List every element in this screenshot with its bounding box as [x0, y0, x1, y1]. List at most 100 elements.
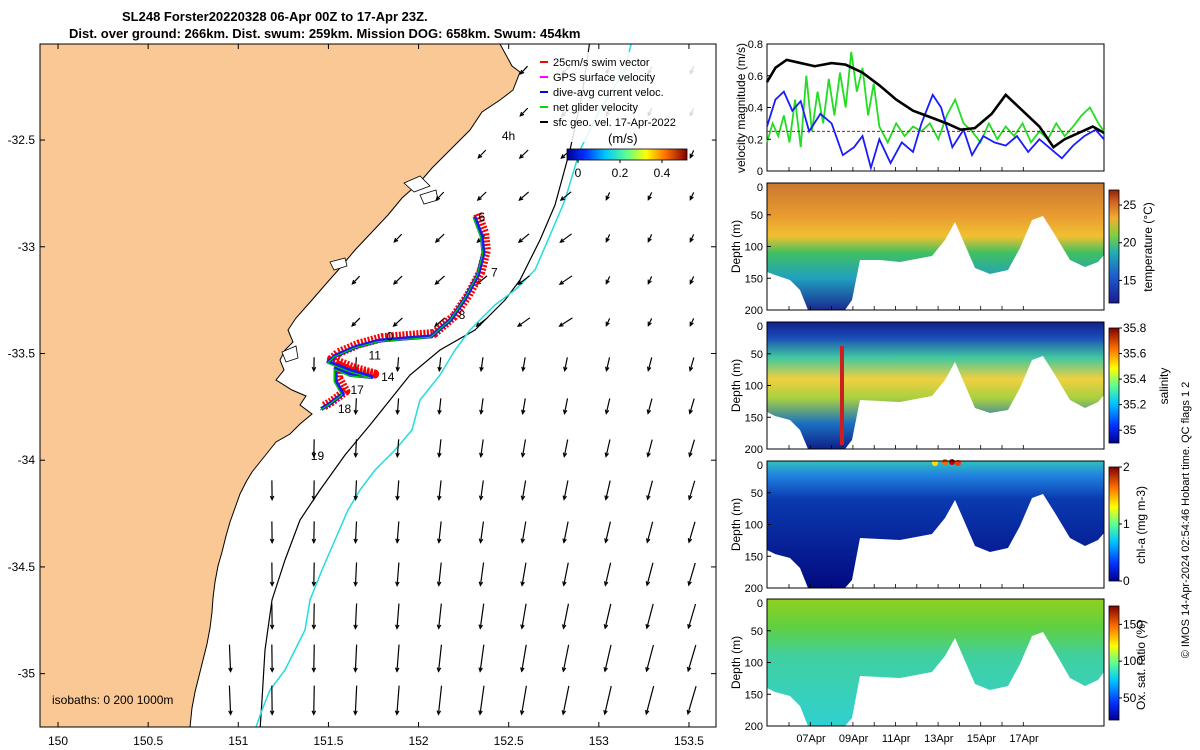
velocity-arrow — [647, 318, 653, 327]
colorbar-tick-label: 50 — [1123, 691, 1137, 705]
depth-tick-label: 0 — [757, 321, 763, 333]
isobath-200m — [255, 44, 632, 727]
depth-tick-label: 100 — [745, 520, 763, 532]
date-tick-label: 09Apr — [839, 733, 869, 745]
colorbar-tick: 0.4 — [654, 166, 671, 180]
colorbar-tick-label: 2 — [1123, 460, 1130, 474]
depth-tick-label: 0 — [757, 182, 763, 194]
depth-ylabel: Depth (m) — [729, 359, 743, 412]
velocity-arrow — [558, 275, 573, 285]
velocity-line — [766, 90, 1105, 172]
net-glider-velocity-track — [319, 217, 484, 411]
depth-tick-label: 0 — [757, 598, 763, 610]
velocity-arrow — [351, 317, 361, 327]
velocity-arrow — [688, 357, 695, 372]
velocity-arrow — [436, 603, 442, 630]
velocity-arrow — [605, 234, 611, 243]
speed-colorbar: (m/s) 0 0.2 0.4 — [566, 131, 688, 180]
depth-tick-label: 50 — [751, 349, 763, 361]
velocity-arrow — [269, 685, 275, 716]
depth-ylabel: Depth (m) — [729, 636, 743, 689]
velocity-arrow — [393, 233, 403, 243]
depth-ylabel: Depth (m) — [729, 220, 743, 273]
legend-entry: dive-avg current veloc. — [553, 87, 664, 99]
velocity-arrow — [269, 644, 275, 673]
velocity-arrow — [647, 276, 653, 285]
velocity-arrow — [603, 603, 612, 630]
velocity-arrow — [520, 644, 527, 673]
colorbar-label: chl-a (mg m-3) — [1134, 486, 1148, 564]
map-x-tick-label: 153.5 — [674, 734, 704, 748]
velocity-arrow — [559, 191, 572, 202]
velocity-arrow — [437, 439, 442, 459]
velocity-arrow — [563, 357, 568, 372]
velocity-arrow — [686, 686, 697, 716]
velocity-arrow — [311, 521, 317, 544]
velocity-arrow — [353, 685, 358, 716]
velocity-arrow — [394, 685, 400, 716]
velocity-y-tick-label: 0.2 — [748, 134, 763, 146]
salinity-colorbar: salinity — [1108, 327, 1171, 444]
velocity-arrow — [395, 398, 400, 416]
velocity-arrow — [353, 480, 358, 502]
velocity-arrow — [604, 398, 611, 415]
velocity-arrow — [646, 439, 653, 458]
colorbar-label: Ox. sat. ratio (%) — [1134, 620, 1148, 710]
velocity-arrow — [605, 318, 611, 327]
velocity-arrow — [395, 521, 400, 544]
colorbar-tick-label: 35.6 — [1123, 347, 1147, 361]
depth-tick-label: 50 — [751, 210, 763, 222]
chla-axis-ticks: 0 50 100 150 200 Depth (m) 0 1 2 — [729, 460, 1130, 595]
depth-tick-label: 100 — [745, 381, 763, 393]
velocity-arrow — [353, 521, 358, 544]
velocity-arrow — [478, 521, 485, 544]
temperature-colorbar: temperature (°C) — [1108, 189, 1155, 304]
velocity-arrow — [604, 439, 611, 458]
velocity-arrow — [395, 480, 400, 501]
velocity-arrow — [647, 192, 653, 201]
map-x-tick-label: 152 — [409, 734, 429, 748]
velocity-arrow — [437, 357, 442, 373]
velocity-arrow — [434, 275, 445, 285]
velocity-arrow — [475, 317, 488, 328]
velocity-arrow — [604, 521, 611, 544]
velocity-arrow — [520, 521, 527, 544]
velocity-arrow — [394, 644, 400, 673]
velocity-arrow — [603, 644, 612, 673]
velocity-arrow — [269, 603, 275, 630]
colorbar-label: temperature (°C) — [1141, 202, 1155, 292]
velocity-arrow — [646, 480, 654, 501]
velocity-arrow — [605, 276, 611, 285]
velocity-arrow — [646, 357, 653, 372]
colorbar-tick-label: 35.8 — [1123, 321, 1147, 335]
velocity-arrow — [561, 603, 570, 630]
map-x-tick-label: 150 — [48, 734, 68, 748]
velocity-arrow — [311, 603, 317, 630]
map-x-tick-label: 153 — [589, 734, 609, 748]
map-y-tick-label: -32.5 — [8, 133, 36, 147]
velocity-arrow — [687, 603, 697, 630]
title-line2: Dist. over ground: 266km. Dist. swum: 25… — [69, 26, 581, 41]
velocity-arrow — [311, 357, 317, 373]
legend-entry: sfc geo. vel. 17-Apr-2022 — [553, 117, 676, 129]
salinity-field — [767, 322, 1104, 449]
velocity-arrow — [311, 439, 317, 459]
velocity-y-tick-label: 0.4 — [748, 103, 763, 115]
velocity-arrow — [392, 275, 403, 285]
day-label: 6 — [478, 210, 485, 224]
velocity-line — [765, 58, 1105, 150]
colorbar-tick-label: 35.2 — [1123, 398, 1147, 412]
velocity-arrow — [395, 357, 401, 373]
velocity-arrow — [519, 107, 529, 117]
isobaths-label: isobaths: 0 200 1000m — [52, 693, 173, 707]
colorbar-tick-label: 1 — [1123, 517, 1130, 531]
velocity-arrow — [687, 562, 696, 587]
colorbar-tick-label: 150 — [1123, 617, 1143, 631]
day-label: 14 — [381, 370, 395, 384]
velocity-arrow — [395, 439, 400, 459]
land-mass — [40, 44, 521, 727]
map-y-tick-label: -33 — [18, 240, 36, 254]
map-x-tick-label: 152.5 — [494, 734, 524, 748]
map-legend: 25cm/s swim vector GPS surface velocity … — [540, 52, 712, 142]
